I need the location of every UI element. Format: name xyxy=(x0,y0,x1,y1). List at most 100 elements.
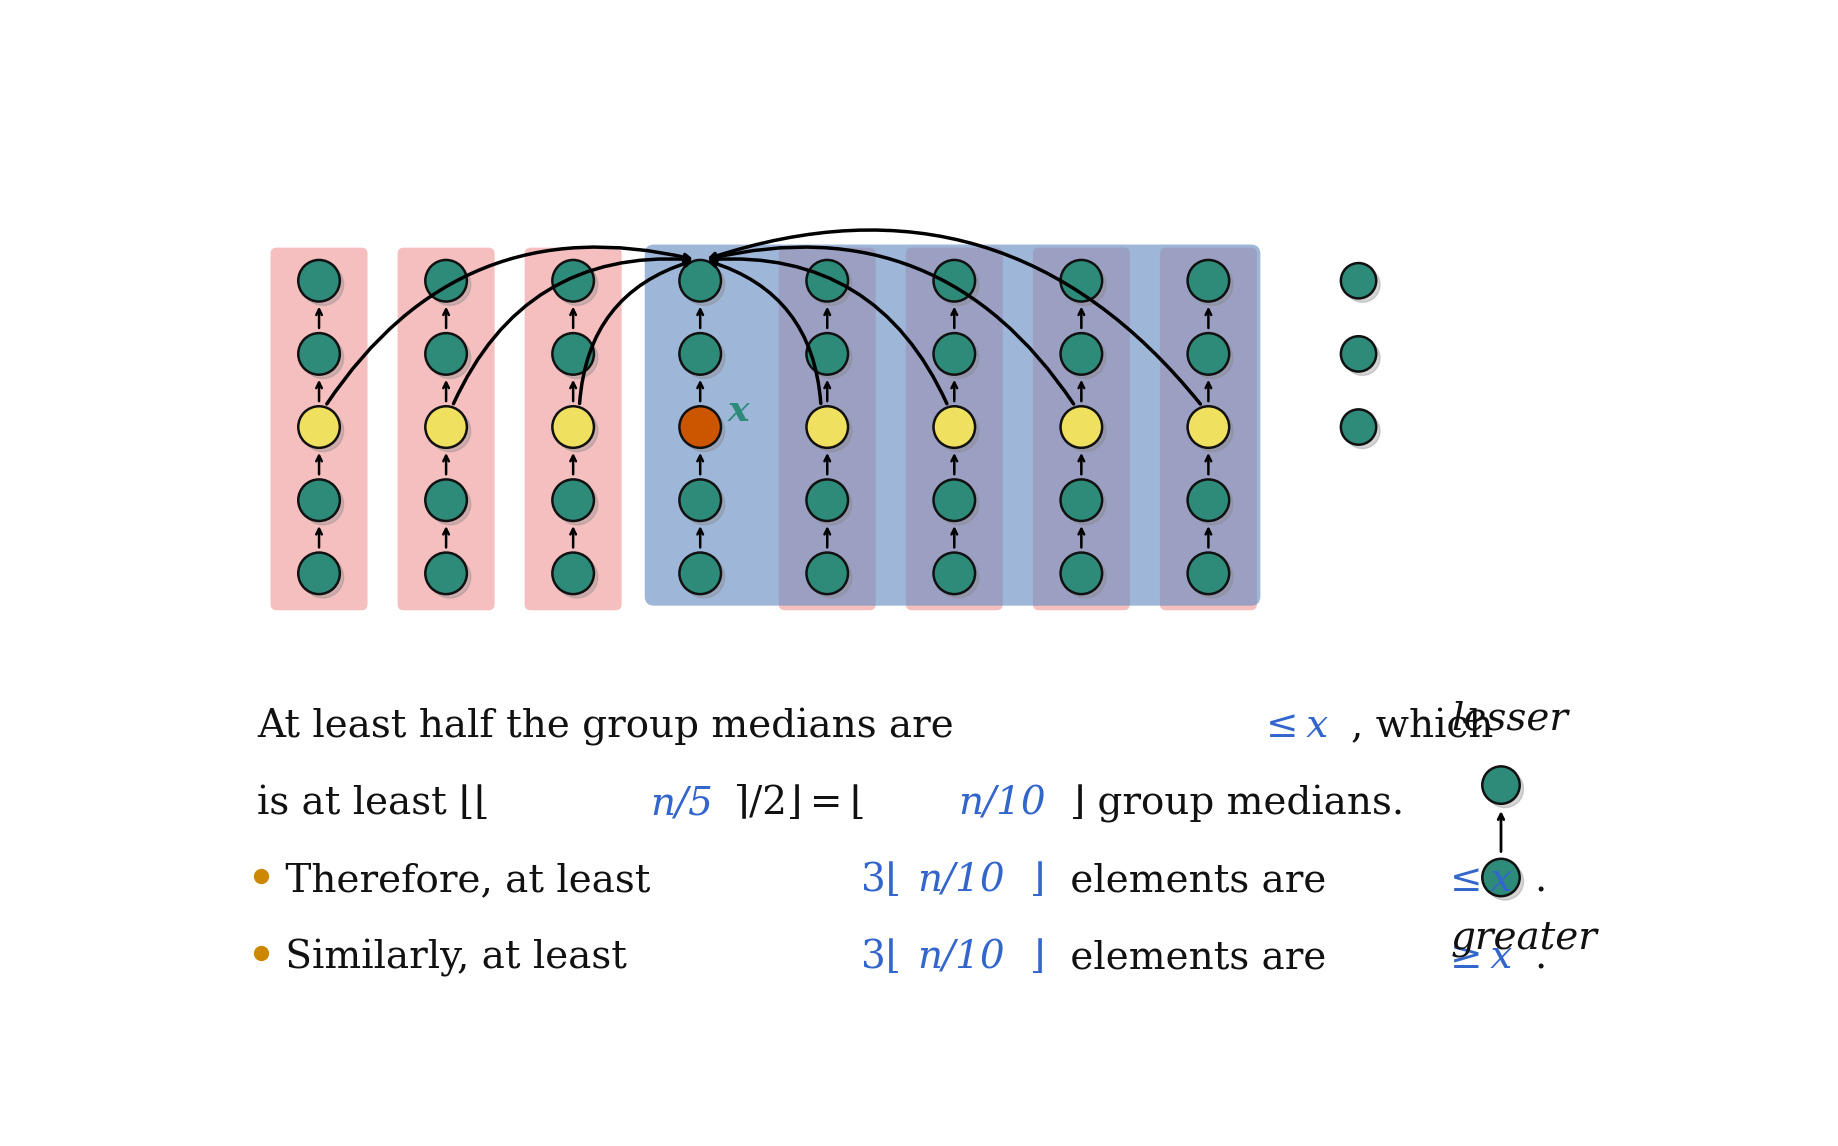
Circle shape xyxy=(680,552,720,594)
Circle shape xyxy=(298,552,340,594)
Circle shape xyxy=(807,333,847,375)
Circle shape xyxy=(811,557,851,598)
Circle shape xyxy=(301,410,344,452)
Circle shape xyxy=(557,337,597,378)
Circle shape xyxy=(680,479,720,521)
Circle shape xyxy=(301,557,344,598)
Circle shape xyxy=(1487,863,1524,900)
Circle shape xyxy=(1191,410,1233,452)
Text: greater: greater xyxy=(1450,920,1597,957)
Text: .: . xyxy=(1535,862,1546,900)
Circle shape xyxy=(553,479,594,521)
Text: ≤ x: ≤ x xyxy=(1450,862,1513,900)
Text: ⌉/2⌋ = ⌊: ⌉/2⌋ = ⌊ xyxy=(733,785,866,822)
Text: At least half the group medians are: At least half the group medians are xyxy=(257,708,967,746)
Circle shape xyxy=(425,260,467,301)
Circle shape xyxy=(1064,410,1106,452)
Circle shape xyxy=(1487,770,1524,808)
Circle shape xyxy=(934,333,976,375)
Text: ≥ x: ≥ x xyxy=(1450,939,1513,976)
Circle shape xyxy=(684,337,724,378)
Circle shape xyxy=(1481,767,1520,803)
Circle shape xyxy=(807,479,847,521)
Circle shape xyxy=(557,410,597,452)
Circle shape xyxy=(553,333,594,375)
Circle shape xyxy=(1187,552,1230,594)
Circle shape xyxy=(557,484,597,525)
Circle shape xyxy=(1064,484,1106,525)
Circle shape xyxy=(1187,406,1230,448)
Circle shape xyxy=(425,406,467,448)
Circle shape xyxy=(934,260,976,301)
Circle shape xyxy=(1342,336,1377,371)
Circle shape xyxy=(1064,557,1106,598)
Circle shape xyxy=(684,557,724,598)
Text: , which: , which xyxy=(1351,708,1492,745)
Circle shape xyxy=(428,337,471,378)
Circle shape xyxy=(937,337,980,378)
Text: .: . xyxy=(1535,939,1546,976)
Circle shape xyxy=(680,406,720,448)
Text: n/10: n/10 xyxy=(958,785,1046,822)
FancyBboxPatch shape xyxy=(270,248,368,611)
Circle shape xyxy=(301,264,344,305)
Text: lesser: lesser xyxy=(1450,700,1568,737)
Text: ⌋: ⌋ xyxy=(1029,862,1044,900)
Circle shape xyxy=(1191,484,1233,525)
Circle shape xyxy=(553,552,594,594)
Circle shape xyxy=(807,552,847,594)
Circle shape xyxy=(811,484,851,525)
Circle shape xyxy=(553,406,594,448)
Circle shape xyxy=(1187,479,1230,521)
Circle shape xyxy=(553,260,594,301)
Circle shape xyxy=(428,410,471,452)
Circle shape xyxy=(428,557,471,598)
Circle shape xyxy=(1191,557,1233,598)
Circle shape xyxy=(1061,406,1103,448)
Circle shape xyxy=(937,410,980,452)
FancyBboxPatch shape xyxy=(524,248,621,611)
Circle shape xyxy=(1187,260,1230,301)
Circle shape xyxy=(807,260,847,301)
Text: 3⌊: 3⌊ xyxy=(862,862,901,900)
Circle shape xyxy=(684,410,724,452)
Circle shape xyxy=(298,479,340,521)
Circle shape xyxy=(680,333,720,375)
Circle shape xyxy=(1064,264,1106,305)
Circle shape xyxy=(684,484,724,525)
Circle shape xyxy=(298,333,340,375)
Circle shape xyxy=(937,484,980,525)
Text: x: x xyxy=(728,394,748,427)
Circle shape xyxy=(680,260,720,301)
Text: elements are: elements are xyxy=(1057,862,1338,900)
Circle shape xyxy=(1342,264,1377,298)
Circle shape xyxy=(811,410,851,452)
Circle shape xyxy=(298,406,340,448)
FancyBboxPatch shape xyxy=(906,248,1004,611)
Text: Therefore, at least: Therefore, at least xyxy=(272,862,662,900)
Circle shape xyxy=(1481,858,1520,896)
Circle shape xyxy=(301,337,344,378)
Circle shape xyxy=(298,260,340,301)
Circle shape xyxy=(1345,267,1380,303)
Text: Similarly, at least: Similarly, at least xyxy=(272,939,640,978)
Circle shape xyxy=(425,552,467,594)
Text: elements are: elements are xyxy=(1057,939,1338,976)
Circle shape xyxy=(937,264,980,305)
Circle shape xyxy=(1191,337,1233,378)
Text: is at least ⌊⌊: is at least ⌊⌊ xyxy=(257,785,489,822)
FancyBboxPatch shape xyxy=(1160,248,1257,611)
Text: n/10: n/10 xyxy=(917,939,1005,976)
Text: n/5: n/5 xyxy=(651,785,713,822)
FancyBboxPatch shape xyxy=(779,248,875,611)
Circle shape xyxy=(1342,409,1377,445)
Circle shape xyxy=(428,484,471,525)
Circle shape xyxy=(1187,333,1230,375)
Circle shape xyxy=(934,479,976,521)
Circle shape xyxy=(934,552,976,594)
Circle shape xyxy=(1191,264,1233,305)
Circle shape xyxy=(684,264,724,305)
Circle shape xyxy=(1061,552,1103,594)
Text: 3⌊: 3⌊ xyxy=(862,939,901,976)
Circle shape xyxy=(1064,337,1106,378)
